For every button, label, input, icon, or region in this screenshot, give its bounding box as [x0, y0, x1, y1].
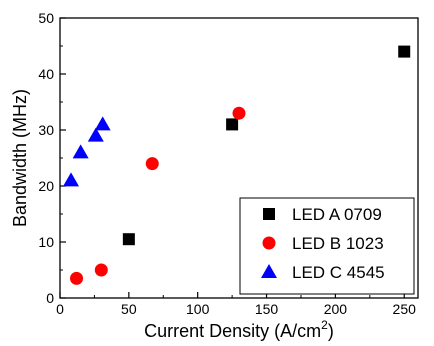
y-axis-title: Bandwidth (MHz)	[10, 89, 30, 227]
y-tick-label: 10	[38, 234, 54, 250]
x-tick-label: 0	[56, 301, 64, 317]
x-axis-title-superscript: 2	[321, 318, 328, 332]
data-point-circle	[70, 271, 84, 285]
data-point-square	[226, 118, 239, 131]
x-tick-label: 150	[255, 301, 279, 317]
y-tick-label: 0	[46, 290, 54, 306]
axis-tick-labels: 0 50 100 150 200 250 0 10 20 30 40 50	[38, 10, 416, 317]
x-tick-label: 100	[186, 301, 210, 317]
legend-label: LED A 0709	[292, 205, 382, 224]
legend-marker-circle	[262, 236, 276, 250]
data-point-triangle	[94, 116, 111, 131]
legend-label: LED B 1023	[292, 234, 384, 253]
legend-marker-square	[263, 208, 275, 220]
y-tick-label: 20	[38, 178, 54, 194]
data-point-circle	[145, 157, 159, 171]
data-point-triangle	[63, 172, 80, 187]
data-point-triangle	[72, 144, 89, 159]
x-tick-label: 200	[324, 301, 348, 317]
x-tick-label: 250	[393, 301, 417, 317]
x-tick-label: 50	[121, 301, 137, 317]
data-point-square	[122, 233, 135, 246]
y-tick-label: 30	[38, 122, 54, 138]
y-tick-label: 40	[38, 66, 54, 82]
data-points	[63, 45, 411, 285]
x-axis-title: Current Density (A/cm2)	[144, 318, 334, 341]
data-point-triangle	[87, 127, 104, 142]
data-point-circle	[232, 106, 246, 120]
y-tick-label: 50	[38, 10, 54, 26]
data-point-square	[398, 45, 411, 58]
legend-marker-triangle	[261, 264, 277, 278]
legend-label: LED C 4545	[292, 263, 385, 282]
legend: LED A 0709 LED B 1023 LED C 4545	[239, 197, 415, 295]
data-point-circle	[94, 263, 108, 277]
